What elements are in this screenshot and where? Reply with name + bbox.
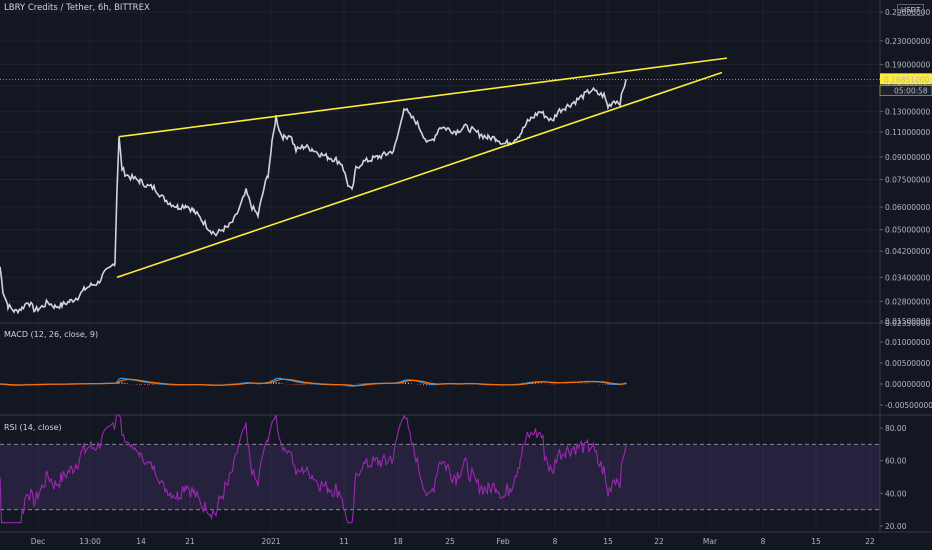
price-tick-label-1: 0.23000000	[885, 37, 931, 46]
macd-title: MACD (12, 26, close, 9)	[4, 330, 99, 339]
trendline-lower	[116, 71, 723, 279]
trendline-upper	[118, 57, 728, 138]
price-tick-label-0: 0.29000000	[885, 8, 931, 17]
rsi-band	[0, 444, 880, 510]
rsi-title: RSI (14, close)	[4, 423, 62, 432]
rsi-tick-label-0: 80.00	[885, 424, 907, 433]
price-line	[0, 79, 627, 315]
macd-line	[0, 377, 627, 387]
time-tick-label-2: 14	[136, 537, 146, 546]
countdown-tag	[879, 85, 932, 96]
price-tick-label-6: 0.09000000	[885, 153, 931, 162]
macd-tick-label-2: 0.00500000	[885, 359, 931, 368]
price-tick-label-5: 0.11000000	[885, 128, 931, 137]
price-tick-label-8: 0.06000000	[885, 203, 931, 212]
currency-badge[interactable]: USDT	[897, 4, 925, 16]
rsi-tick-label-1: 60.00	[885, 457, 907, 466]
macd-tick-label-3: 0.00000000	[885, 380, 931, 389]
price-tick-label-10: 0.04200000	[885, 247, 931, 256]
chart-title: LBRY Credits / Tether, 6h, BITTREX	[4, 3, 150, 13]
signal-line	[0, 378, 627, 387]
time-tick-label-5: 11	[339, 537, 349, 546]
macd-tick-label-0: 0.01500000	[885, 317, 931, 326]
time-tick-label-4: 2021	[261, 537, 280, 546]
price-tick-label-12: 0.02800000	[885, 297, 931, 306]
rsi-tick-label-3: 20.00	[885, 522, 907, 531]
time-tick-label-8: Feb	[496, 537, 510, 546]
time-tick-label-11: 22	[654, 537, 664, 546]
price-tick-label-2: 0.19000000	[885, 60, 931, 69]
time-tick-label-14: 15	[811, 537, 821, 546]
time-tick-label-7: 25	[445, 537, 455, 546]
time-tick-label-15: 22	[865, 537, 875, 546]
price-tick-label-9: 0.05000000	[885, 226, 931, 235]
price-tick-label-13: 0.02350000	[885, 319, 931, 328]
time-tick-label-12: Mar	[703, 537, 718, 546]
time-tick-label-3: 21	[185, 537, 195, 546]
price-tick-label-11: 0.03400000	[885, 273, 931, 282]
price-tick-label-4: 0.13000000	[885, 107, 931, 116]
rsi-line	[0, 414, 627, 524]
macd-tick-label-4: -0.00500000	[885, 401, 932, 410]
time-tick-label-0: Dec	[31, 537, 46, 546]
time-tick-label-1: 13:00	[79, 537, 101, 546]
time-tick-label-13: 8	[761, 537, 766, 546]
time-tick-label-6: 18	[393, 537, 403, 546]
rsi-tick-label-2: 40.00	[885, 489, 907, 498]
time-tick-label-10: 15	[603, 537, 613, 546]
current-price-tag	[880, 73, 932, 85]
countdown-label: 05:00:58	[894, 86, 928, 95]
current-price-label: 0.16851000	[884, 75, 930, 84]
time-tick-label-9: 8	[553, 537, 558, 546]
price-tick-label-7: 0.07500000	[885, 175, 931, 184]
macd-tick-label-1: 0.01000000	[885, 338, 931, 347]
